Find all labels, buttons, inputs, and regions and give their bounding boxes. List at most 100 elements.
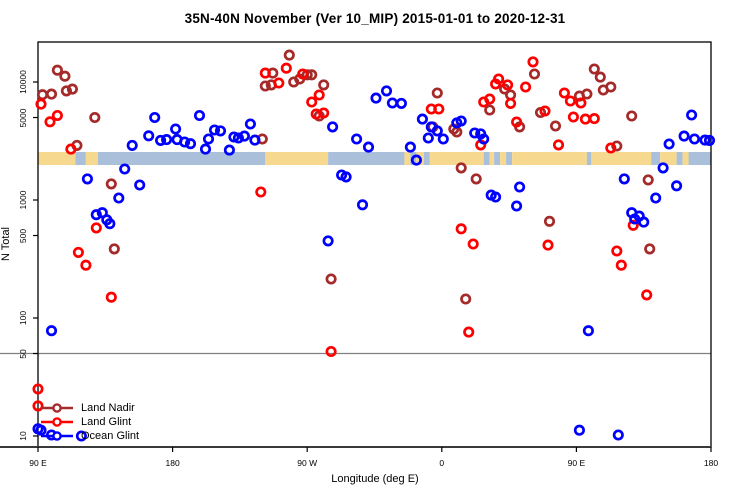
x-tick-label: 180 xyxy=(165,458,180,468)
point-ocean-glint xyxy=(119,163,131,175)
point-ocean-glint xyxy=(511,200,523,212)
point-land-nadir xyxy=(588,63,600,75)
legend-item-land-nadir: Land Nadir xyxy=(40,401,139,415)
point-ocean-glint xyxy=(490,191,502,203)
legend-label: Land Glint xyxy=(81,416,132,428)
point-ocean-glint xyxy=(437,133,449,145)
point-land-nadir xyxy=(36,89,49,101)
point-ocean-glint xyxy=(671,180,683,192)
map-strip-segment-ocean xyxy=(494,152,501,165)
point-land-glint xyxy=(564,95,576,107)
point-land-nadir xyxy=(549,120,562,132)
legend-label: Land Nadir xyxy=(81,402,135,414)
point-land-nadir xyxy=(259,80,271,92)
point-land-nadir xyxy=(470,173,482,185)
point-ocean-glint xyxy=(113,192,125,204)
point-ocean-glint xyxy=(45,325,58,337)
point-land-nadir xyxy=(431,87,443,99)
point-ocean-glint xyxy=(149,111,161,124)
y-tick-label: 500 xyxy=(18,228,28,243)
point-land-nadir xyxy=(484,104,496,116)
point-ocean-glint xyxy=(410,154,422,166)
point-ocean-glint xyxy=(170,123,182,135)
point-ocean-glint xyxy=(202,133,215,145)
map-strip-segment-land xyxy=(512,152,587,165)
point-land-nadir xyxy=(455,162,467,174)
map-strip-segment-ocean xyxy=(688,152,711,165)
point-land-nadir xyxy=(66,83,78,95)
point-land-nadir xyxy=(325,273,337,285)
point-ocean-glint xyxy=(370,92,382,104)
map-strip-segment-land xyxy=(404,152,411,165)
point-land-glint xyxy=(273,77,285,89)
point-land-nadir xyxy=(89,111,101,124)
land-glint-marker-icon xyxy=(41,417,73,427)
point-land-nadir xyxy=(611,140,623,152)
ocean-glint-marker-icon xyxy=(41,431,73,441)
point-ocean-glint xyxy=(223,144,235,156)
map-strip-segment-ocean xyxy=(328,152,405,165)
map-strip-segment-ocean xyxy=(483,152,490,165)
point-land-glint xyxy=(51,109,63,122)
point-ocean-glint xyxy=(232,132,244,144)
point-land-nadir xyxy=(594,71,606,83)
point-land-glint xyxy=(105,291,117,303)
point-ocean-glint xyxy=(514,181,526,193)
point-land-glint xyxy=(32,383,44,395)
point-ocean-glint xyxy=(179,136,191,148)
point-land-glint xyxy=(542,239,554,251)
point-ocean-glint xyxy=(657,162,669,174)
map-strip-segment-land xyxy=(660,152,677,165)
point-land-nadir xyxy=(59,70,71,82)
point-ocean-glint xyxy=(249,134,261,146)
point-land-glint xyxy=(35,98,47,110)
point-land-glint xyxy=(467,238,479,250)
legend-label: Ocean Glint xyxy=(81,430,140,442)
point-land-glint xyxy=(318,107,330,119)
point-ocean-glint xyxy=(356,199,369,211)
point-ocean-glint xyxy=(75,430,87,442)
point-land-glint xyxy=(255,186,267,198)
point-land-glint xyxy=(627,219,639,231)
point-ocean-glint xyxy=(244,118,256,130)
point-land-glint xyxy=(478,96,490,108)
y-tick-label: 50 xyxy=(18,348,28,359)
point-land-glint xyxy=(280,62,292,74)
point-land-nadir xyxy=(108,243,120,255)
point-land-glint xyxy=(325,345,337,358)
y-tick-label: 5000 xyxy=(18,108,28,127)
point-land-glint xyxy=(463,326,475,338)
point-ocean-glint xyxy=(134,179,146,191)
point-land-nadir xyxy=(51,64,63,76)
point-land-glint xyxy=(80,259,92,271)
point-ocean-glint xyxy=(650,192,662,204)
point-ocean-glint xyxy=(416,113,428,125)
map-strip-segment-land xyxy=(38,152,76,165)
point-land-glint xyxy=(433,103,445,115)
point-land-glint xyxy=(641,289,653,301)
point-ocean-glint xyxy=(703,134,716,146)
legend: Land Nadir Land Glint Ocean Glint xyxy=(40,401,139,443)
point-land-glint xyxy=(502,79,514,91)
point-ocean-glint xyxy=(688,133,701,145)
y-tick-label: 100 xyxy=(18,310,28,326)
x-tick-label: 90 E xyxy=(567,458,586,468)
map-strip-segment-ocean xyxy=(651,152,661,165)
map-strip-segment-land xyxy=(489,152,495,165)
point-land-glint xyxy=(259,67,271,79)
x-tick-label: 90 E xyxy=(29,458,47,468)
point-ocean-glint xyxy=(104,218,116,230)
y-tick-label: 1000 xyxy=(18,190,28,210)
point-ocean-glint xyxy=(238,130,250,142)
land-nadir-marker-icon xyxy=(41,403,73,413)
point-land-nadir xyxy=(460,293,472,305)
point-land-nadir xyxy=(318,79,330,91)
point-land-glint xyxy=(32,400,44,412)
point-land-glint xyxy=(615,259,627,271)
point-ocean-glint xyxy=(395,97,407,109)
point-ocean-glint xyxy=(455,115,467,127)
legend-item-ocean-glint: Ocean Glint xyxy=(40,429,139,443)
map-strip-segment-ocean xyxy=(97,152,266,165)
point-land-glint xyxy=(611,245,623,257)
map-strip-segment-land xyxy=(265,152,329,165)
